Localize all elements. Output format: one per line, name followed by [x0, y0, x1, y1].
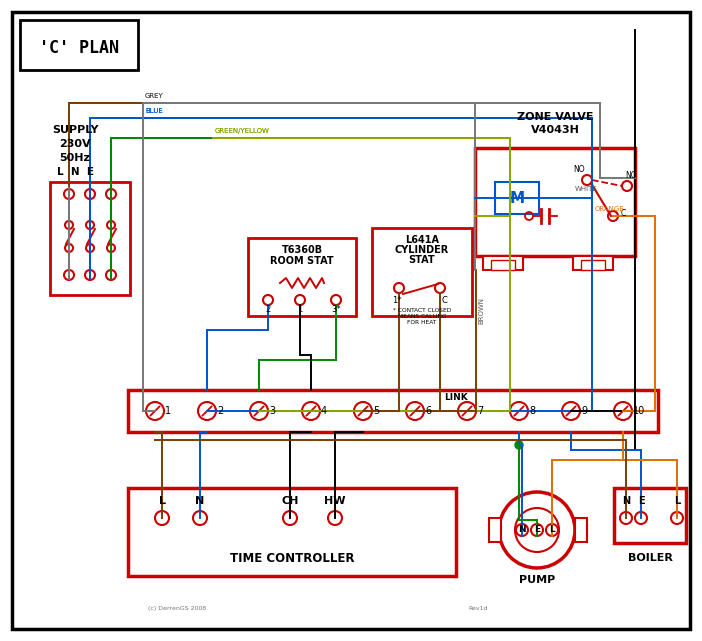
Circle shape [515, 441, 523, 449]
Text: 10: 10 [633, 406, 645, 416]
Text: N: N [518, 526, 526, 535]
FancyBboxPatch shape [489, 518, 501, 542]
Text: GREY: GREY [145, 93, 164, 99]
FancyBboxPatch shape [372, 228, 472, 316]
Text: 5: 5 [373, 406, 379, 416]
Text: 'C' PLAN: 'C' PLAN [39, 39, 119, 57]
Text: PUMP: PUMP [519, 575, 555, 585]
Text: CH: CH [282, 496, 298, 506]
Text: 50Hz: 50Hz [60, 153, 91, 163]
Text: 3: 3 [269, 406, 275, 416]
Text: 7: 7 [477, 406, 483, 416]
Text: E: E [534, 526, 540, 535]
Text: C: C [621, 209, 625, 218]
FancyBboxPatch shape [248, 238, 356, 316]
Text: L  N  E: L N E [56, 167, 93, 177]
Text: 8: 8 [529, 406, 535, 416]
FancyBboxPatch shape [128, 390, 658, 432]
Text: L: L [159, 496, 166, 506]
FancyBboxPatch shape [575, 518, 587, 542]
Text: TIME CONTROLLER: TIME CONTROLLER [230, 551, 355, 565]
Text: (c) DerrenGS 2008: (c) DerrenGS 2008 [148, 606, 206, 611]
Text: 2: 2 [217, 406, 223, 416]
Text: 4: 4 [321, 406, 327, 416]
FancyBboxPatch shape [491, 260, 515, 270]
Text: L: L [674, 496, 680, 506]
Text: GREY: GREY [145, 93, 164, 99]
Text: N: N [195, 496, 204, 506]
Text: L: L [549, 526, 555, 535]
Text: ORANGE: ORANGE [595, 206, 625, 212]
Text: 3*: 3* [331, 304, 340, 313]
Text: 2: 2 [265, 304, 271, 313]
Text: 1: 1 [298, 304, 303, 313]
Text: 9: 9 [581, 406, 587, 416]
Text: 230V: 230V [59, 139, 91, 149]
Text: V4043H: V4043H [531, 125, 579, 135]
Text: 1*: 1* [392, 296, 402, 304]
Text: ROOM STAT: ROOM STAT [270, 256, 334, 266]
Text: BROWN: BROWN [478, 297, 484, 324]
FancyBboxPatch shape [614, 488, 686, 543]
Text: NC: NC [625, 171, 637, 180]
FancyBboxPatch shape [50, 182, 130, 295]
Text: 6: 6 [425, 406, 431, 416]
FancyBboxPatch shape [475, 148, 635, 256]
Text: HW: HW [324, 496, 346, 506]
Text: CYLINDER: CYLINDER [395, 245, 449, 255]
Text: NO: NO [574, 165, 585, 174]
Text: STAT: STAT [409, 255, 435, 265]
Text: M: M [510, 190, 524, 206]
Text: E: E [637, 496, 644, 506]
Text: T6360B: T6360B [282, 245, 322, 255]
Text: BLUE: BLUE [145, 108, 163, 114]
FancyBboxPatch shape [495, 182, 539, 214]
Text: WHITE: WHITE [575, 186, 597, 192]
Text: C: C [441, 296, 447, 304]
FancyBboxPatch shape [128, 488, 456, 576]
Text: LINK: LINK [444, 394, 468, 403]
Text: N: N [622, 496, 630, 506]
Text: BLUE: BLUE [145, 108, 163, 114]
FancyBboxPatch shape [581, 260, 605, 270]
Text: L641A: L641A [405, 235, 439, 245]
Text: * CONTACT CLOSED
MEANS CALLING
FOR HEAT: * CONTACT CLOSED MEANS CALLING FOR HEAT [393, 308, 451, 326]
FancyBboxPatch shape [573, 256, 613, 270]
Text: GREEN/YELLOW: GREEN/YELLOW [215, 128, 270, 134]
FancyBboxPatch shape [20, 20, 138, 70]
Text: SUPPLY: SUPPLY [52, 125, 98, 135]
FancyBboxPatch shape [12, 12, 690, 629]
Text: ZONE VALVE: ZONE VALVE [517, 112, 593, 122]
Text: Rev1d: Rev1d [468, 606, 487, 611]
Text: 1: 1 [165, 406, 171, 416]
Text: BOILER: BOILER [628, 553, 673, 563]
FancyBboxPatch shape [483, 256, 523, 270]
Text: GREEN/YELLOW: GREEN/YELLOW [215, 128, 270, 134]
